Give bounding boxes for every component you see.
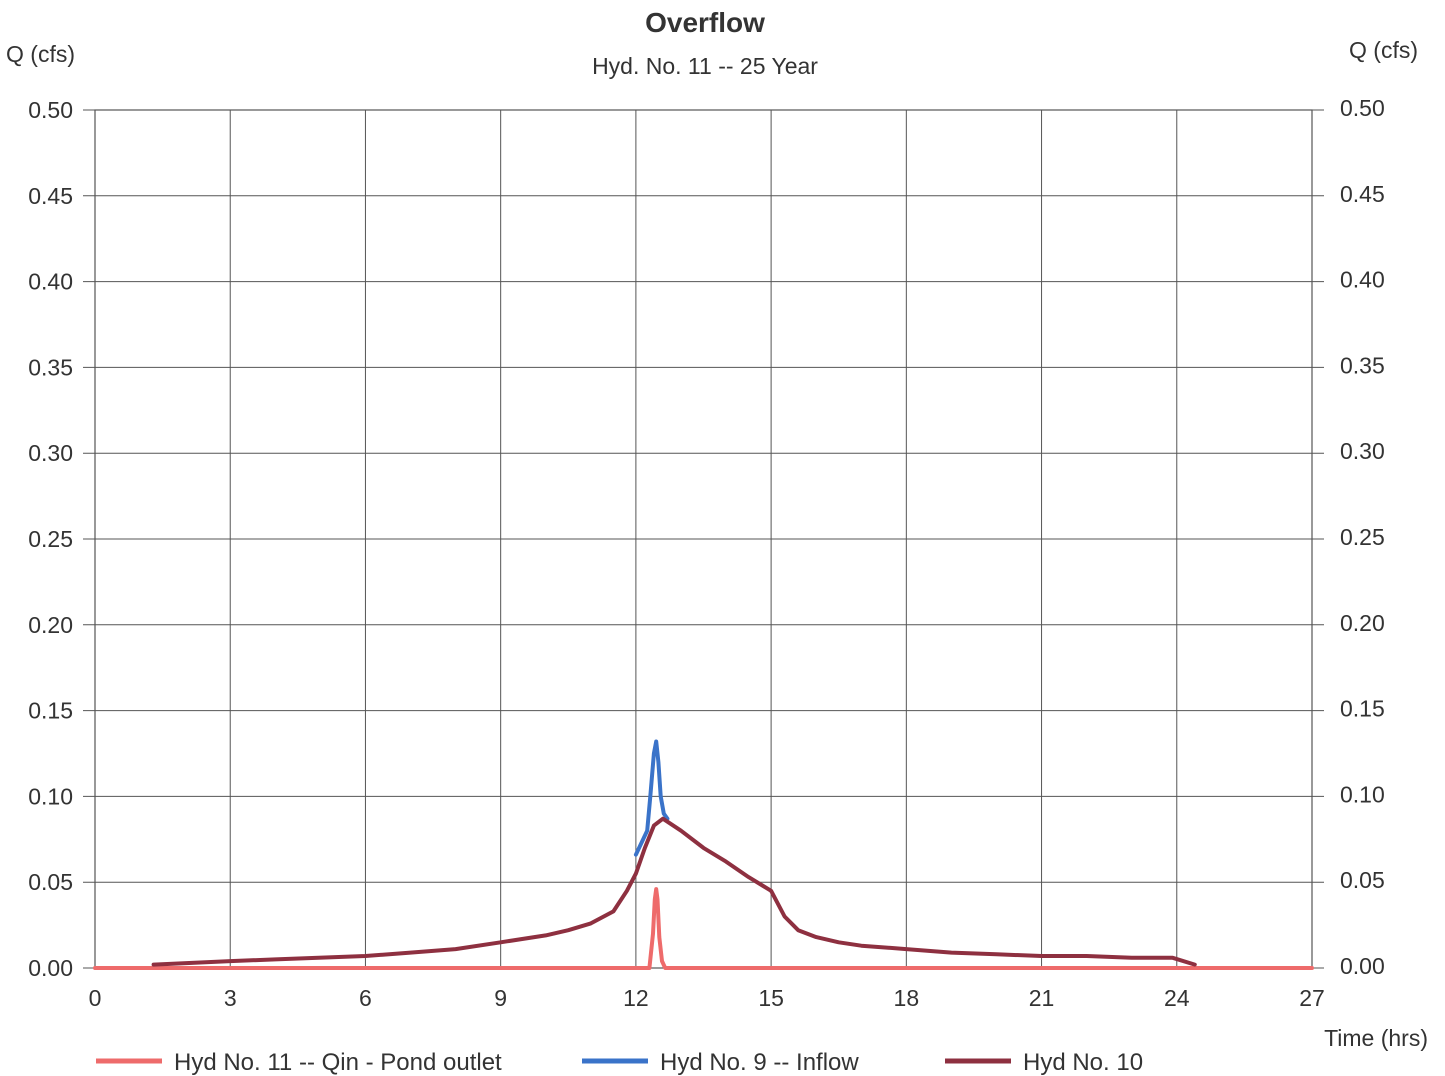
legend-label: Hyd No. 11 -- Qin - Pond outlet — [174, 1049, 502, 1076]
y-tick-label-right: 0.05 — [1340, 867, 1385, 893]
y-tick-label-right: 0.40 — [1340, 267, 1385, 293]
x-axis-label: Time (hrs) — [1324, 1025, 1428, 1051]
x-tick-label: 3 — [224, 985, 237, 1011]
y-tick-label-right: 0.45 — [1340, 181, 1385, 207]
legend-label: Hyd No. 10 — [1023, 1049, 1143, 1076]
x-tick-label: 27 — [1299, 985, 1325, 1011]
y-tick-label-right: 0.30 — [1340, 438, 1385, 464]
y-tick-label-left: 0.40 — [28, 269, 73, 295]
x-tick-label: 15 — [758, 985, 784, 1011]
y-tick-label-right: 0.00 — [1340, 953, 1385, 979]
y-tick-label-left: 0.45 — [28, 183, 73, 209]
y-tick-label-right: 0.25 — [1340, 524, 1385, 550]
series-lines — [93, 739, 1314, 970]
series-line-3 — [151, 816, 1197, 967]
y-tick-label-right: 0.20 — [1340, 610, 1385, 636]
x-tick-labels: 0 3 6 9 12 15 18 21 24 27 — [89, 985, 1325, 1011]
y-tick-labels-right: 0.00 0.05 0.10 0.15 0.20 0.25 0.30 0.35 0.40 0.45… — [1340, 95, 1385, 979]
x-tick-label: 18 — [894, 985, 920, 1011]
x-tick-label: 21 — [1029, 985, 1055, 1011]
y-tick-label-left: 0.50 — [28, 97, 73, 123]
y-tick-label-left: 0.35 — [28, 354, 73, 380]
y-axis-label-left: Q (cfs) — [6, 41, 75, 67]
y-tick-label-left: 0.05 — [28, 869, 73, 895]
series-line-2 — [633, 739, 670, 857]
y-tick-label-left: 0.30 — [28, 440, 73, 466]
x-tick-label: 12 — [623, 985, 649, 1011]
y-tick-label-left: 0.10 — [28, 783, 73, 809]
y-tick-label-left: 0.00 — [28, 955, 73, 981]
y-tick-label-left: 0.25 — [28, 526, 73, 552]
series-line-1 — [93, 887, 1314, 970]
y-tick-label-left: 0.15 — [28, 698, 73, 724]
legend-label: Hyd No. 9 -- Inflow — [660, 1049, 859, 1076]
chart-subtitle: Hyd. No. 11 -- 25 Year — [592, 53, 818, 79]
chart-title: Overflow — [645, 7, 765, 38]
y-tick-label-right: 0.15 — [1340, 696, 1385, 722]
x-tick-label: 0 — [89, 985, 102, 1011]
y-tick-label-right: 0.50 — [1340, 95, 1385, 121]
x-tick-label: 6 — [359, 985, 372, 1011]
x-tick-label: 9 — [494, 985, 507, 1011]
y-tick-label-left: 0.20 — [28, 612, 73, 638]
y-tick-labels-left: 0.00 0.05 0.10 0.15 0.20 0.25 0.30 0.35 0.40 0.45… — [28, 97, 73, 981]
y-axis-label-right: Q (cfs) — [1349, 37, 1418, 63]
grid-lines — [83, 109, 1324, 969]
y-tick-label-right: 0.10 — [1340, 781, 1385, 807]
y-tick-label-right: 0.35 — [1340, 352, 1385, 378]
legend: Hyd No. 11 -- Qin - Pond outlet Hyd No. 9… — [96, 1049, 1143, 1076]
x-tick-label: 24 — [1164, 985, 1190, 1011]
